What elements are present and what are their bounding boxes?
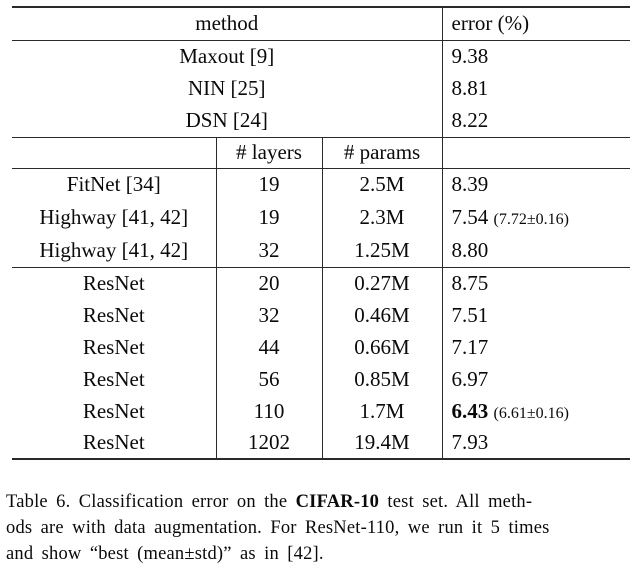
table-row: ResNet 110 1.7M 6.43 (6.61±0.16) [12, 395, 631, 427]
params-cell: 2.3M [321, 201, 443, 234]
error-cell: 6.43 (6.61±0.16) [441, 395, 631, 427]
layers-cell: 32 [215, 299, 322, 331]
table-row: NIN [25] 8.81 [12, 72, 631, 104]
layers-cell: 44 [215, 331, 322, 363]
method-cell: FitNet [34] [66, 172, 161, 197]
error-note: (7.72±0.16) [493, 211, 569, 228]
method-cell: DSN [24] [12, 104, 443, 138]
layers-cell: 56 [215, 363, 322, 395]
table-row: Maxout [9] 9.38 [12, 40, 631, 72]
layers-cell: 110 [215, 395, 322, 427]
table-row: FitNet [34] 19 2.5M 8.39 [12, 168, 631, 201]
error-value: 8.75 [451, 270, 489, 295]
method-column-header: method [12, 6, 443, 41]
error-cell: 8.22 [441, 104, 631, 138]
method-cell: NIN [25] [187, 75, 266, 100]
error-cell: 8.39 [441, 168, 631, 201]
method-cell: ResNet [82, 334, 145, 359]
error-cell: 7.17 [441, 331, 631, 363]
empty-cell [441, 137, 631, 169]
params-cell: 1.25M [321, 234, 443, 268]
error-cell: 8.75 [441, 267, 631, 299]
table-subheader-row: # layers # params [12, 137, 631, 169]
table-caption: Table 6. Classification error on the CIF… [6, 489, 638, 567]
error-cell: 9.38 [441, 40, 631, 72]
params-cell: 0.66M [321, 331, 443, 363]
error-value: 8.39 [451, 172, 489, 197]
layers-cell: 19 [215, 201, 322, 234]
table-row: ResNet 20 0.27M 8.75 [12, 267, 631, 299]
error-value: 6.43 [451, 398, 489, 423]
method-cell: ResNet [82, 302, 145, 327]
error-value: 7.93 [451, 430, 489, 454]
layers-cell: 1202 [215, 427, 322, 460]
method-cell: ResNet [82, 270, 145, 295]
caption-text: Table 6. Classification error on the [6, 492, 296, 512]
error-cell: 6.97 [441, 363, 631, 395]
error-value: 7.51 [451, 302, 489, 327]
layers-cell: 20 [215, 267, 322, 299]
table-row: ResNet 32 0.46M 7.51 [12, 299, 631, 331]
caption-line-3: and show “best (mean±std)” as in [42]. [6, 544, 324, 564]
error-value: 6.97 [451, 366, 489, 391]
method-cell: Maxout [9] [179, 43, 275, 68]
caption-bold-text: CIFAR-10 [295, 492, 380, 512]
error-cell: 8.81 [441, 72, 631, 104]
caption-line-2: ods are with data augmentation. For ResN… [6, 518, 550, 538]
table-row: Highway [41, 42] 32 1.25M 8.80 [12, 234, 631, 268]
params-cell: 0.85M [321, 363, 443, 395]
method-cell: Highway [41, 42] [39, 205, 189, 229]
params-cell: 0.27M [321, 267, 443, 299]
params-cell: 2.5M [321, 168, 443, 201]
error-cell: 8.80 [441, 234, 631, 268]
error-cell: 7.93 [441, 427, 631, 460]
caption-line-1: Table 6. Classification error on the CIF… [6, 489, 638, 515]
caption-text: test set. All meth- [379, 492, 533, 512]
table-row: ResNet 44 0.66M 7.17 [12, 331, 631, 363]
params-cell: 0.46M [321, 299, 443, 331]
method-cell: ResNet [82, 366, 145, 391]
error-note: (6.61±0.16) [493, 404, 569, 422]
error-cell: 7.54 (7.72±0.16) [441, 201, 631, 234]
params-cell: 1.7M [321, 395, 443, 427]
paper-page: method error (%) Maxout [9] 9.38 NIN [25… [0, 6, 642, 573]
error-column-header: error (%) [441, 6, 631, 41]
error-value: 7.17 [451, 334, 489, 359]
table-row: DSN [24] 8.22 [12, 104, 631, 138]
error-value: 8.80 [451, 237, 489, 262]
cifar10-results-table: method error (%) Maxout [9] 9.38 NIN [25… [12, 6, 631, 460]
layers-cell: 19 [215, 168, 322, 201]
method-cell: ResNet [12, 427, 216, 460]
empty-cell [12, 137, 216, 169]
error-value: 7.54 [451, 205, 489, 229]
params-cell: 19.4M [321, 427, 443, 460]
layers-cell: 32 [215, 234, 322, 268]
table-row: ResNet 56 0.85M 6.97 [12, 363, 631, 395]
table-header-row: method error (%) [12, 6, 631, 41]
error-cell: 7.51 [441, 299, 631, 331]
layers-column-header: # layers [215, 137, 322, 169]
params-column-header: # params [321, 137, 443, 169]
method-cell: ResNet [82, 398, 145, 423]
method-cell: Highway [41, 42] [12, 234, 216, 268]
table-row: ResNet 1202 19.4M 7.93 [12, 427, 631, 460]
table-row: Highway [41, 42] 19 2.3M 7.54 (7.72±0.16… [12, 201, 631, 234]
